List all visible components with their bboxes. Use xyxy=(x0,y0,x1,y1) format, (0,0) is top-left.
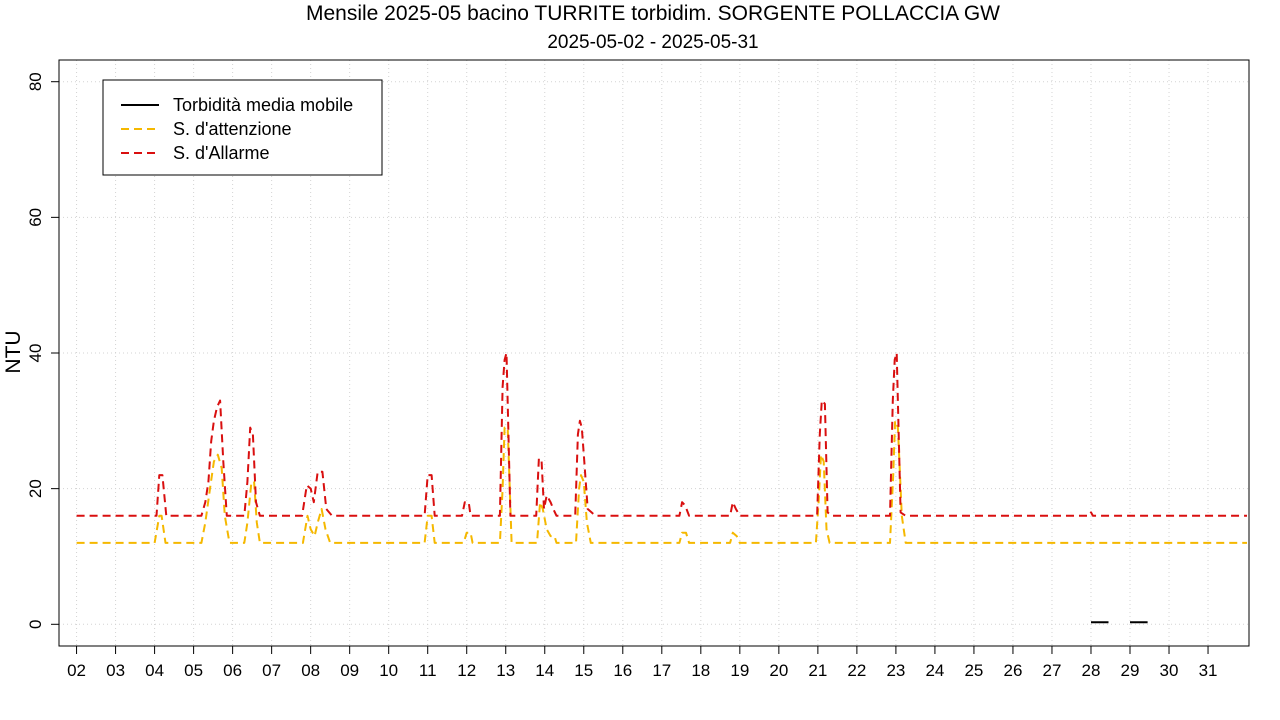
y-axis: 0 20 40 60 80 xyxy=(26,72,59,629)
x-tick-label: 05 xyxy=(184,661,203,680)
chart-subtitle: 2025-05-02 - 2025-05-31 xyxy=(547,32,758,53)
x-tick-label: 17 xyxy=(652,661,671,680)
x-tick-label: 25 xyxy=(964,661,983,680)
y-tick-label: 80 xyxy=(26,72,45,91)
x-tick-label: 20 xyxy=(769,661,788,680)
x-tick-label: 21 xyxy=(808,661,827,680)
x-tick-label: 13 xyxy=(496,661,515,680)
y-tick-label: 0 xyxy=(26,620,45,629)
series-line-s-d-attenzione xyxy=(76,419,1247,544)
legend-label-torbidit-media-mobile: Torbidità media mobile xyxy=(173,95,353,115)
legend-box xyxy=(102,79,383,176)
x-tick-label: 30 xyxy=(1160,661,1179,680)
legend-label-s-d-allarme: S. d'Allarme xyxy=(173,143,269,163)
y-tick-label: 20 xyxy=(26,479,45,498)
x-axis: 02 03 04 05 06 07 08 09 10 11 12 13 14 15 16 17 18 19 20 21… xyxy=(67,646,1217,680)
x-tick-label: 31 xyxy=(1199,661,1218,680)
x-tick-label: 06 xyxy=(223,661,242,680)
series-line-s-d-allarme xyxy=(76,352,1247,517)
x-tick-label: 23 xyxy=(886,661,905,680)
x-tick-label: 02 xyxy=(67,661,86,680)
chart-title: Mensile 2025-05 bacino TURRITE torbidim.… xyxy=(306,2,1000,25)
x-tick-label: 15 xyxy=(574,661,593,680)
x-tick-label: 16 xyxy=(613,661,632,680)
x-tick-label: 07 xyxy=(262,661,281,680)
legend: Torbidità media mobile S. d'attenzione S. … xyxy=(102,79,383,176)
grid xyxy=(59,60,1249,646)
x-tick-label: 10 xyxy=(379,661,398,680)
series-layer xyxy=(76,352,1247,624)
y-tick-label: 40 xyxy=(26,344,45,363)
y-tick-label: 60 xyxy=(26,208,45,227)
x-tick-label: 09 xyxy=(340,661,359,680)
legend-label-s-d-attenzione: S. d'attenzione xyxy=(173,119,292,139)
x-tick-label: 12 xyxy=(457,661,476,680)
x-tick-label: 18 xyxy=(691,661,710,680)
x-tick-label: 08 xyxy=(301,661,320,680)
x-tick-label: 27 xyxy=(1043,661,1062,680)
x-tick-label: 28 xyxy=(1082,661,1101,680)
x-tick-label: 29 xyxy=(1121,661,1140,680)
x-tick-label: 11 xyxy=(419,661,437,680)
x-tick-label: 19 xyxy=(730,661,749,680)
y-axis-label: NTU xyxy=(2,330,25,373)
x-tick-label: 22 xyxy=(847,661,866,680)
x-tick-label: 03 xyxy=(106,661,125,680)
x-tick-label: 14 xyxy=(535,661,554,680)
x-tick-label: 04 xyxy=(145,661,164,680)
x-tick-label: 24 xyxy=(925,661,944,680)
x-tick-label: 26 xyxy=(1003,661,1022,680)
